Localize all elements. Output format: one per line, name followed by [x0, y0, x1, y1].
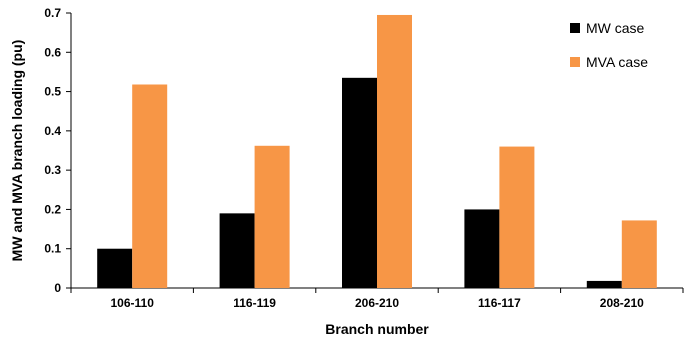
x-tick-label: 116-117 — [478, 296, 521, 310]
x-tick-label: 116-119 — [233, 296, 276, 310]
bar-mva-case-208-210 — [621, 220, 657, 288]
y-tick-label: 0.3 — [44, 163, 61, 177]
x-tick-label: 206-210 — [355, 296, 399, 310]
legend-label-mw-case: MW case — [586, 20, 645, 36]
bars — [97, 14, 657, 288]
legend-label-mva-case: MVA case — [586, 54, 648, 70]
x-ticks: 106-110 116-119 206-210 116-117 208-210 — [70, 288, 684, 310]
bar-mw-case-206-210 — [342, 77, 377, 288]
bar-mw-case-208-210 — [586, 280, 622, 288]
bar-mva-case-206-210 — [377, 14, 412, 288]
legend: MW case MVA case — [570, 20, 648, 70]
bar-mva-case-116-119 — [254, 145, 290, 288]
y-axis-title: MW and MVA branch loading (pu) — [9, 40, 25, 262]
y-tick-label: 0.2 — [44, 202, 61, 216]
bar-mw-case-116-119 — [219, 213, 255, 288]
y-tick-label: 0.1 — [44, 242, 61, 256]
bar-mw-case-116-117 — [464, 209, 500, 288]
x-tick-label: 106-110 — [111, 296, 155, 310]
bar-mva-case-106-110 — [132, 84, 168, 288]
y-tick-label: 0.4 — [44, 124, 61, 138]
y-tick-label: 0.7 — [44, 6, 61, 20]
y-tick-label: 0.6 — [44, 45, 61, 59]
legend-swatch-mw-case — [570, 23, 580, 33]
bar-mva-case-116-117 — [499, 146, 535, 288]
bar-mw-case-106-110 — [97, 248, 133, 288]
x-axis-title: Branch number — [325, 321, 429, 337]
y-ticks: 0 0.1 0.2 0.3 0.4 0.5 0.6 0.7 — [44, 6, 71, 295]
legend-swatch-mva-case — [570, 57, 580, 67]
x-tick-label: 208-210 — [600, 296, 644, 310]
y-tick-label: 0 — [54, 281, 61, 295]
y-tick-label: 0.5 — [44, 85, 61, 99]
